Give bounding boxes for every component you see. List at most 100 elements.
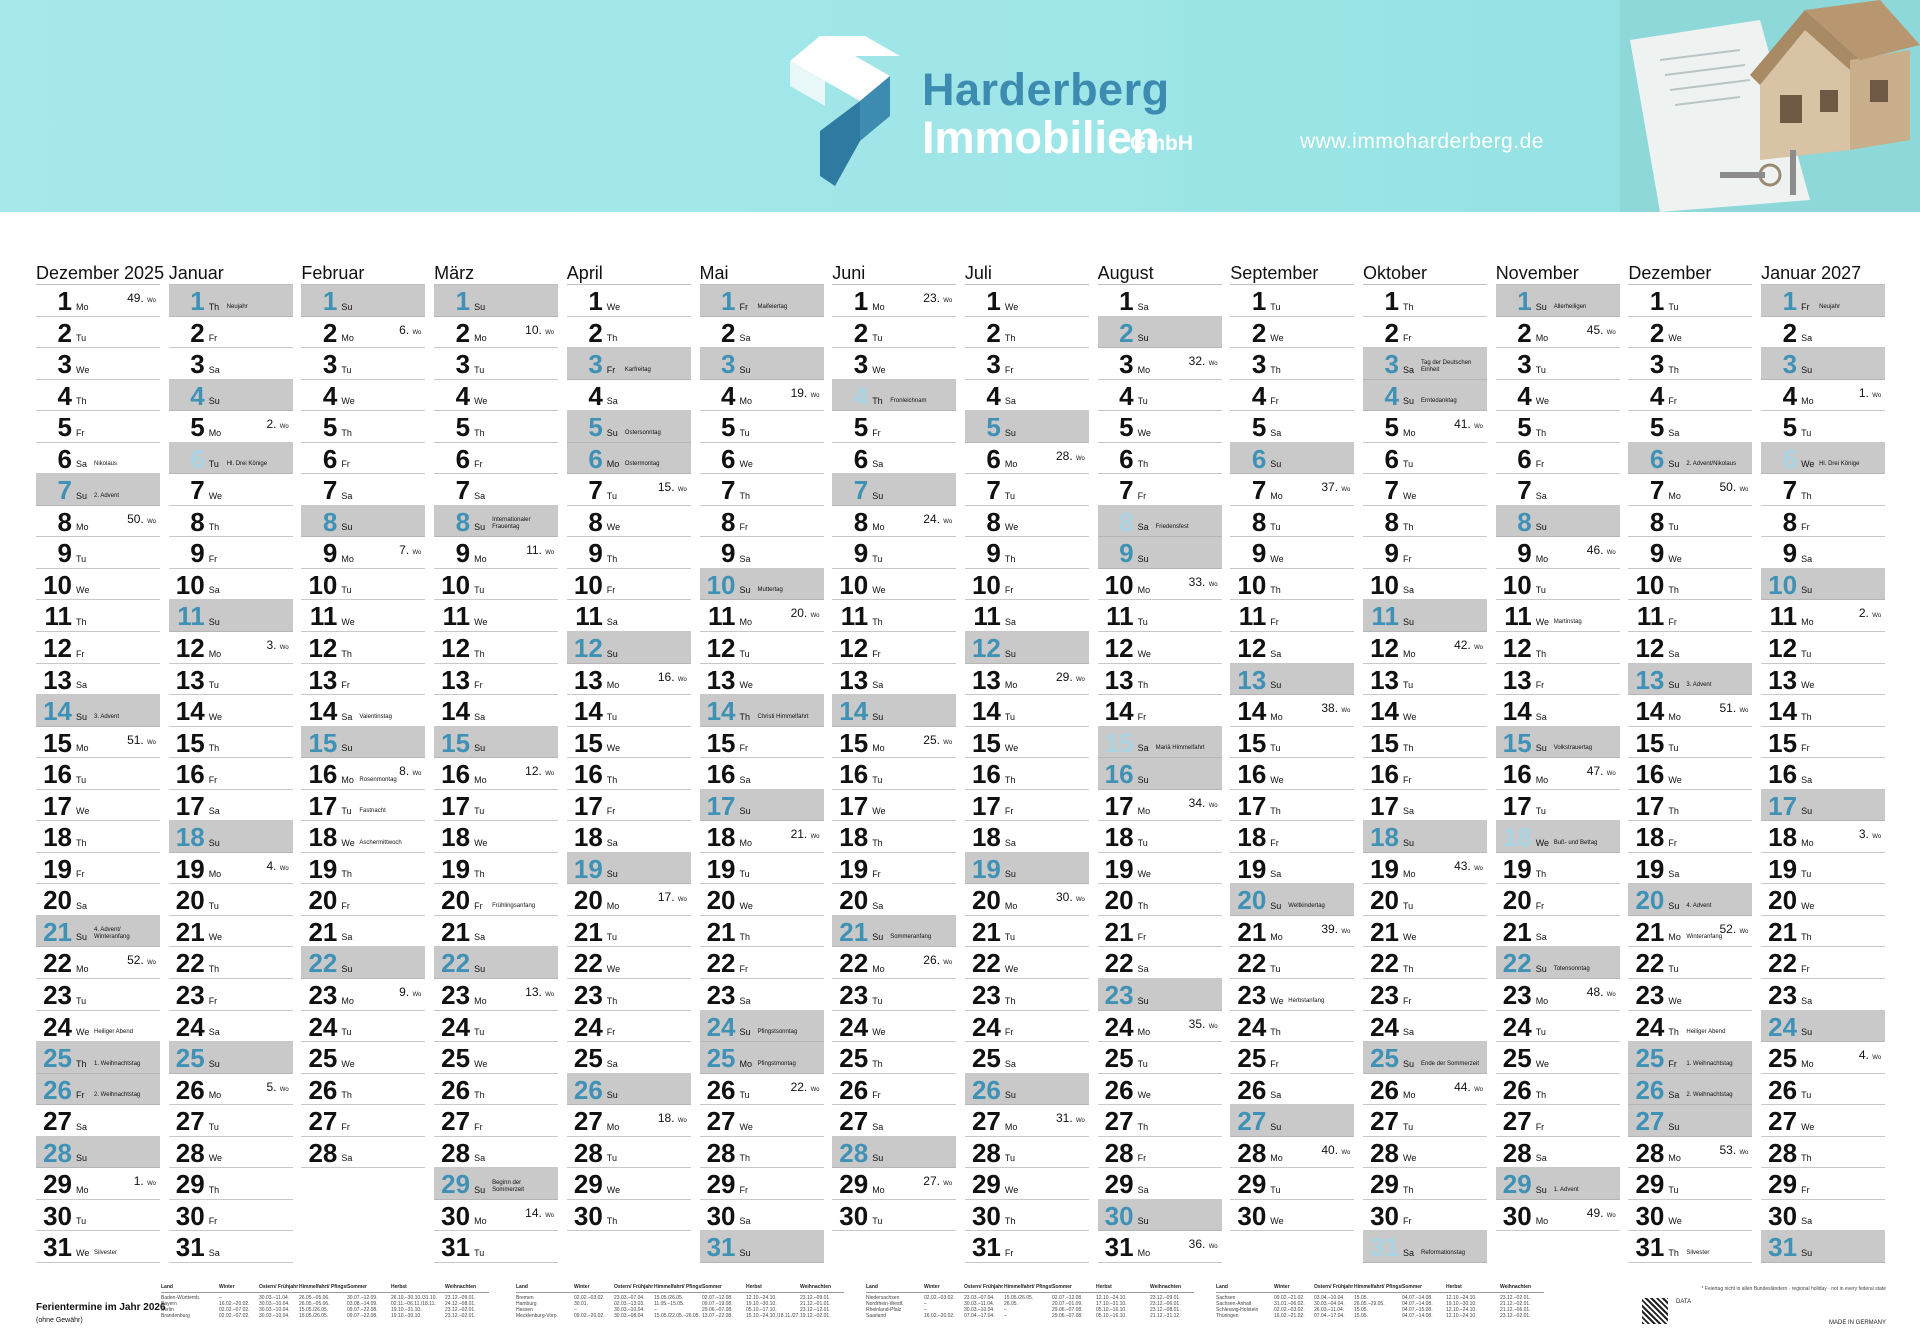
day-cell: 14 Mo 51. Wo [1628,695,1753,727]
weekday-label: Sa [341,1153,353,1164]
weekday-label: Su [341,301,353,312]
weekday-label: Sa [474,932,486,943]
event-label: 2. Weihnachtstag [1686,1092,1733,1099]
day-number: 16 [1768,759,1798,790]
month-name: September [1230,262,1355,285]
day-number: 1 [1384,286,1399,316]
week-number: 15. Wo [657,480,687,495]
weekday-label: We [474,396,488,407]
day-number: 25 [43,1043,72,1074]
weekday-label: Mo [208,648,222,659]
weekday-label: Mo [872,522,885,533]
day-number: 16 [1502,759,1532,790]
weekday-label: Tu [474,364,485,375]
weekday-label: We [1137,869,1151,880]
day-number: 28 [1104,1137,1134,1168]
weekday-label: Su [1801,806,1813,817]
holiday-table-cell: 02.11.–06.11./18.11. [391,1301,436,1307]
holiday-table-cell: 23.12.–02.01. [1500,1313,1531,1319]
week-number: 49. Wo [127,291,156,305]
day-cell: 7 Tu 15. Wo [566,474,691,506]
event-label: Buß- und Bettag [1553,839,1598,846]
weekday-label: Su [606,427,618,438]
day-cell: 3 Su [699,348,824,380]
weekday-label: We [1403,711,1417,722]
day-number: 6 [1251,443,1267,474]
day-number: 27 [308,1106,338,1137]
holiday-table-cell: – [1004,1313,1007,1319]
day-cell: 26 Mo 44. Wo [1363,1074,1487,1106]
day-number: 30 [971,1200,1001,1231]
holiday-table: Land Winter Ostern/ Frühjahr Himmelfahrt/ P… [516,1284,844,1319]
weekday-label: Sa [1535,932,1547,943]
holiday-table-row: Bremen 02.02.–03.02. 23.03.–07.04. 15.05./2… [516,1295,844,1301]
day-number: 7 [1251,475,1267,506]
event-label: Weltkindertag [1288,902,1325,909]
weekday-label: Fr [739,522,749,533]
day-number: 1 [455,286,471,316]
day-cell: 6 Sa [832,443,957,475]
holiday-table-header: Land Winter Ostern/ Frühjahr Himmelfahrt/ P… [1216,1284,1544,1290]
day-number: 4 [1119,380,1134,411]
day-number: 5 [588,412,603,443]
holiday-table-cell: Winter [574,1284,590,1290]
day-cell: 2 Fr [1363,317,1487,349]
day-number: 17 [1104,790,1134,821]
event-label: Fastnacht [359,808,386,815]
day-cell: 23 Th [566,979,691,1011]
weekday-label: Tu [76,1216,87,1227]
day-number: 24 [43,1011,72,1042]
weekday-label: We [739,1121,753,1132]
day-number: 20 [971,885,1001,916]
day-number: 13 [573,664,603,695]
weekday-label: We [739,680,753,691]
day-number: 26 [175,1074,205,1105]
day-number: 18 [573,822,603,853]
day-number: 30 [1768,1200,1798,1231]
day-cell: 29 Su 1. Advent [1495,1168,1620,1200]
weekday-label: Tu [1801,648,1812,659]
website-link[interactable]: www.immoharderberg.de [1300,130,1544,153]
day-cell: 13 Mo 16. Wo [566,664,691,696]
holiday-table-cell: 26.05.–05.06. [299,1301,330,1307]
weekday-label: Fr [341,680,350,691]
day-cell: 8 Th [1363,506,1487,538]
day-cell: 6 Mo Ostermontag [566,442,691,475]
event-label: Hl. Drei Könige [1819,461,1860,468]
holiday-table-cell: 30.03.–11.04. [259,1295,290,1301]
holiday-table-cell: 02.02.–07.02. [219,1313,250,1319]
holiday-table-cell: 02.02.–03.02. [574,1295,605,1301]
day-cell: 10 Sa [1363,569,1487,601]
day-cell: 29 Tu [1230,1168,1355,1200]
weekday-label: Th [872,1058,883,1069]
day-cell: 17 Th [1230,790,1355,822]
event-label: Heiliger Abend [94,1029,134,1036]
day-cell: 22 We [964,947,1089,980]
day-number: 6 [1384,443,1399,474]
holiday-table-cell: Sachsen-Anhalt [1216,1301,1252,1307]
holiday-table-cell: 26.10.–30.10./31.10. [391,1295,437,1301]
day-cell: 26 Su [964,1073,1089,1106]
day-number: 4 [455,380,471,411]
day-cell: 8 Tu [1628,506,1753,538]
day-number: 31 [1635,1232,1665,1263]
day-number: 16 [1370,759,1399,790]
weekday-label: Su [474,301,486,312]
day-number: 2 [588,317,603,348]
day-cell: 6 Tu Hl. Drei Könige [168,442,293,475]
holiday-table-cell: Land [1216,1284,1228,1290]
day-number: 26 [43,1074,72,1105]
day-number: 25 [1370,1043,1399,1074]
week-number: 51. Wo [1719,701,1749,716]
week-number: 50. Wo [127,511,156,526]
day-cell: 15 Tu [1230,727,1355,759]
weekday-label: Su [739,1247,751,1258]
day-number: 10 [1370,569,1399,600]
day-cell: 24 We [832,1011,957,1043]
weekday-label: Fr [208,1216,218,1227]
day-number: 23 [1370,980,1399,1011]
event-label: Friedensfest [1155,524,1189,531]
day-cell: 5 Th [1495,411,1620,443]
weekday-label: Mo [341,774,354,785]
weekday-label: We [76,585,90,596]
